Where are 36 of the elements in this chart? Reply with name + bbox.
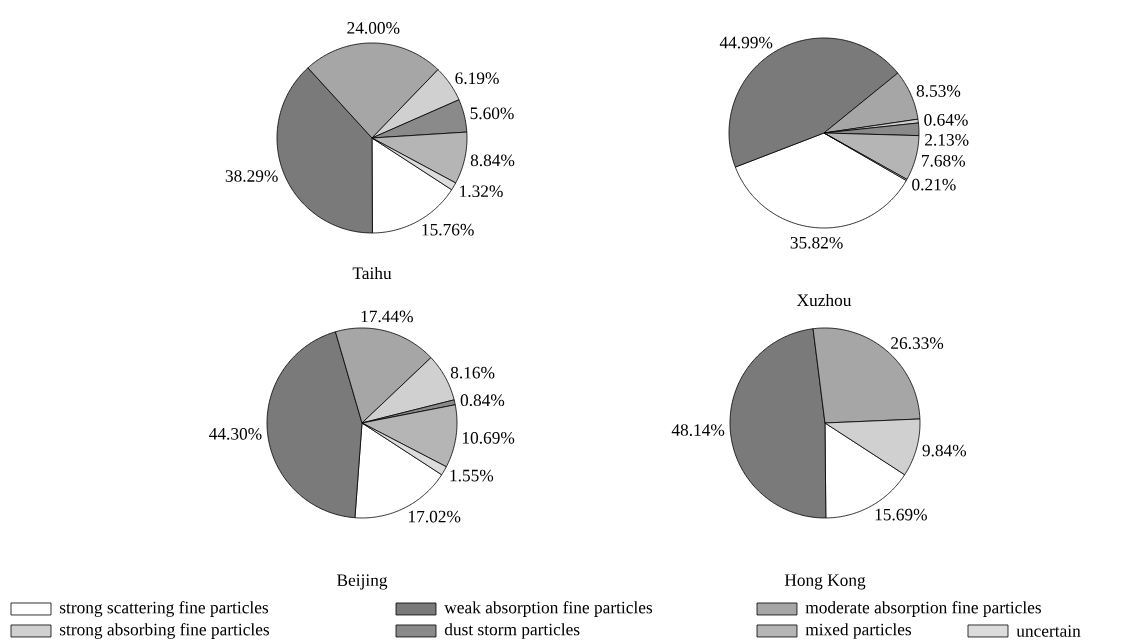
data-label: 1.55% [450, 469, 494, 482]
data-label: 2.13% [925, 133, 969, 146]
legend-label: strong scattering fine particles [59, 601, 269, 617]
data-label: 8.53% [916, 85, 961, 97]
data-label: 44.30% [209, 428, 262, 440]
text: Beijing [336, 574, 388, 590]
text: Xuzhou [796, 293, 852, 307]
text: Taihu [352, 266, 392, 280]
data-label: 48.14% [671, 424, 725, 436]
data-label: 15.69% [875, 508, 927, 521]
data-label: 1.32% [460, 185, 503, 198]
legend-label: weak absorption fine particles [444, 601, 653, 617]
data-label: 10.69% [462, 431, 515, 444]
data-label: 0.21% [912, 178, 956, 191]
data-label: 8.84% [470, 154, 515, 167]
data-label: 17.02% [409, 510, 461, 523]
data-label: 24.00% [347, 22, 400, 34]
data-label: 0.84% [460, 394, 505, 407]
data-label: 9.84% [922, 444, 967, 457]
legend-label: dust storm particles [444, 623, 580, 639]
text: Hong Kong [784, 574, 866, 590]
data-label: 26.33% [891, 337, 944, 350]
legend-label: uncertain [1016, 625, 1081, 637]
data-label: 0.64% [924, 113, 968, 126]
data-label: 7.68% [921, 154, 966, 167]
data-label: 17.44% [361, 310, 413, 323]
legend-label: strong absorbing fine particles [59, 623, 270, 639]
data-label: 15.76% [422, 223, 474, 236]
data-label: 35.82% [790, 236, 843, 249]
data-label: 6.19% [455, 72, 499, 85]
data-label: 5.60% [470, 107, 514, 120]
data-label: 38.29% [225, 170, 278, 182]
legend-label: mixed particles [805, 623, 912, 639]
data-label: 8.16% [450, 366, 495, 379]
legend-label: moderate absorption fine particles [805, 601, 1041, 617]
data-label: 44.99% [719, 36, 773, 49]
